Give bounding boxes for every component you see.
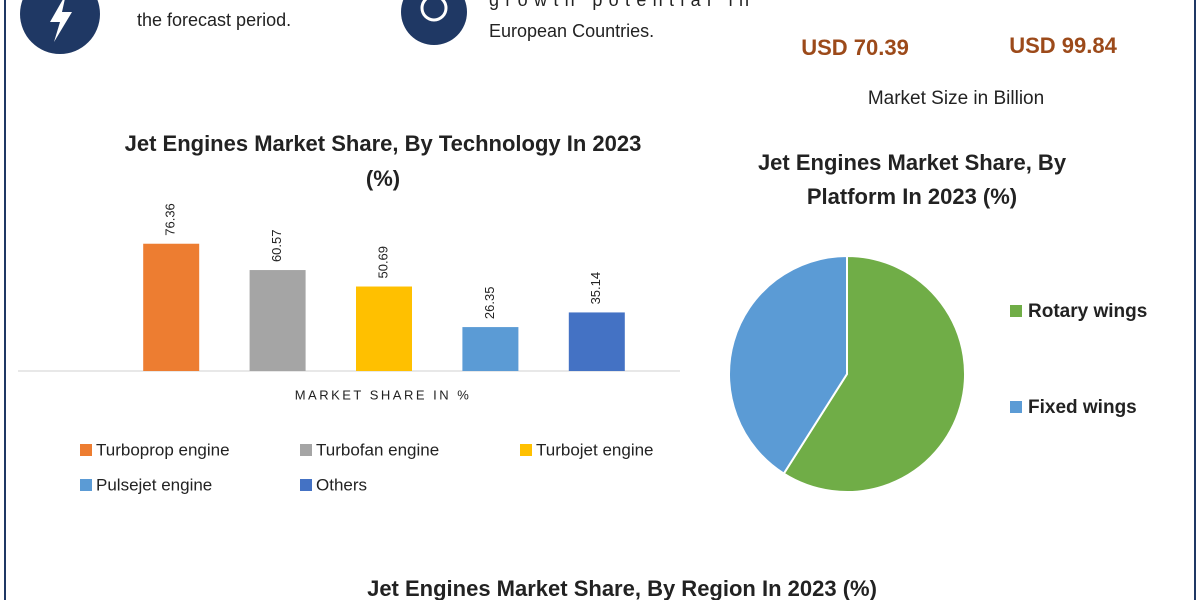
bar xyxy=(356,286,412,371)
legend-swatch xyxy=(1010,401,1022,413)
legend-label: Turboprop engine xyxy=(96,440,230,459)
legend-label: Fixed wings xyxy=(1028,397,1137,418)
legend-swatch xyxy=(300,479,312,491)
chart-title: Jet Engines Market Share, By Technology … xyxy=(125,131,642,156)
size-note: Market Size in Billion xyxy=(868,88,1044,109)
legend-label: Turbofan engine xyxy=(316,440,439,459)
year: 2030 xyxy=(1039,0,1088,5)
value-label: 50.69 xyxy=(375,246,390,279)
bar xyxy=(249,270,306,371)
header-text: growth potential in xyxy=(489,0,749,10)
legend-swatch xyxy=(80,479,92,491)
header-text: the forecast period. xyxy=(137,10,291,30)
legend-label: Pulsejet engine xyxy=(96,475,212,494)
chart-title: Jet Engines Market Share, By xyxy=(758,150,1067,175)
pie-slice xyxy=(782,254,966,493)
x-axis-label: MARKET SHARE IN % xyxy=(295,387,472,402)
legend-label: Turbojet engine xyxy=(536,440,654,459)
value-label: 35.14 xyxy=(588,272,603,305)
chart-title: Jet Engines Market Share, By Region In 2… xyxy=(367,576,877,600)
bar xyxy=(143,243,200,371)
chart-title: Platform In 2023 (%) xyxy=(807,184,1017,209)
icon-glyph xyxy=(50,0,72,42)
market-size: USD 70.39 xyxy=(801,35,909,60)
chart-title: (%) xyxy=(366,166,400,191)
value-label: 60.57 xyxy=(269,230,284,263)
bar xyxy=(568,312,625,371)
icon-glyph xyxy=(420,0,448,22)
legend-swatch xyxy=(80,444,92,456)
legend-label: Others xyxy=(316,475,367,494)
legend-swatch xyxy=(1010,305,1022,317)
value-label: 76.36 xyxy=(163,203,178,236)
market-size: USD 99.84 xyxy=(1009,33,1117,58)
header-text: European Countries. xyxy=(489,21,654,41)
bar xyxy=(462,327,519,371)
icon xyxy=(401,0,467,45)
legend-swatch xyxy=(300,444,312,456)
pie-slice xyxy=(728,254,848,476)
legend-label: Rotary wings xyxy=(1028,301,1147,322)
legend-swatch xyxy=(520,444,532,456)
value-label: 26.35 xyxy=(482,287,497,320)
year: 2023 xyxy=(858,0,907,5)
